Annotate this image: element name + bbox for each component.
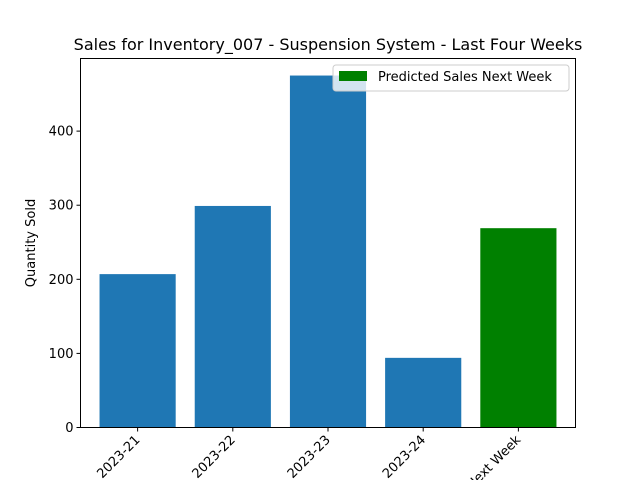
bar-2023-23	[289, 75, 367, 428]
y-tick-label: 100	[49, 347, 74, 362]
bar-2023-21	[99, 274, 176, 428]
legend-box	[332, 64, 570, 92]
bar-next-week	[480, 228, 557, 428]
bar-2023-24	[385, 357, 462, 428]
legend: Predicted Sales Next Week	[332, 64, 570, 92]
y-tick-label: 200	[49, 273, 74, 288]
y-tick-label: 400	[49, 125, 74, 140]
legend-swatch	[339, 71, 367, 81]
chart-title: Sales for Inventory_007 - Suspension Sys…	[74, 35, 583, 55]
y-axis-label: Quantity Sold	[24, 199, 39, 287]
legend-label: Predicted Sales Next Week	[378, 70, 552, 85]
bars-group	[99, 75, 557, 428]
bar-2023-22	[194, 205, 271, 428]
y-ticks-group: 0 100 200 300 400	[49, 125, 81, 436]
plot-frame	[80, 58, 576, 428]
y-tick-label: 300	[49, 199, 74, 214]
y-tick-label: 0	[65, 421, 73, 436]
